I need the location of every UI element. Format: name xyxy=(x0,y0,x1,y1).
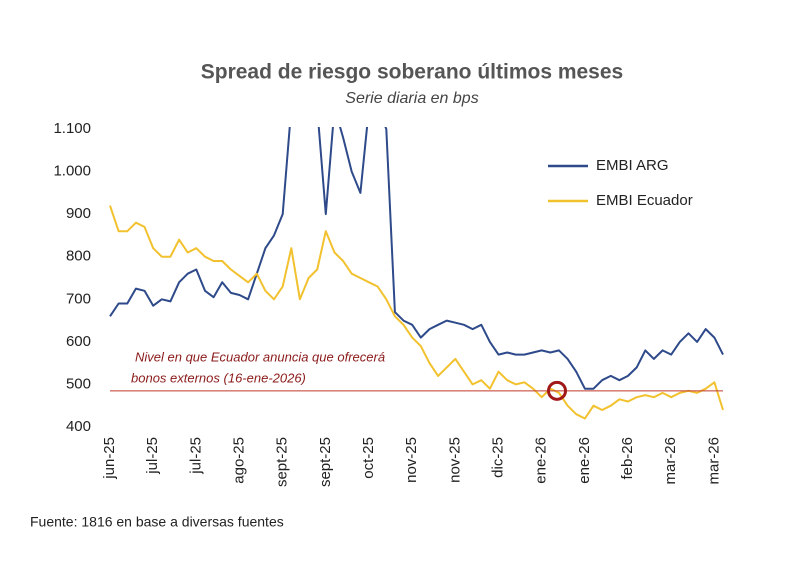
chart-subtitle: Serie diaria en bps xyxy=(345,90,478,107)
x-tick-label: ene-26 xyxy=(533,437,550,484)
source-note: Fuente: 1816 en base a diversas fuentes xyxy=(30,514,284,530)
legend-label: EMBI Ecuador xyxy=(596,192,693,209)
plot-area xyxy=(109,127,724,420)
series-line xyxy=(109,205,724,420)
x-tick-label: nov-25 xyxy=(403,437,420,483)
x-tick-label: jul-25 xyxy=(187,437,204,475)
y-tick-label: 500 xyxy=(66,375,91,392)
reference-label: Nivel en que Ecuador anuncia que ofrecer… xyxy=(135,349,385,364)
x-tick-label: feb-26 xyxy=(619,437,636,480)
reference-marker xyxy=(547,380,567,401)
x-tick-label: oct-25 xyxy=(360,437,377,479)
x-tick-label: dic-25 xyxy=(489,437,506,478)
x-tick-label: mar-26 xyxy=(705,437,722,485)
y-tick-label: 400 xyxy=(66,418,91,435)
y-tick-label: 700 xyxy=(66,290,91,307)
x-tick-label: nov-25 xyxy=(446,437,463,483)
reference-label: bonos externos (16-ene-2026) xyxy=(131,370,306,385)
x-tick-label: ago-25 xyxy=(230,437,247,484)
chart-title: Spread de riesgo soberano últimos meses xyxy=(201,61,623,84)
x-tick-label: ene-26 xyxy=(576,437,593,484)
x-tick-label: mar-26 xyxy=(662,437,679,485)
y-tick-label: 1.100 xyxy=(53,120,91,137)
x-tick-label: jun-25 xyxy=(101,437,118,480)
series-line xyxy=(109,127,724,390)
legend-label: EMBI ARG xyxy=(596,157,669,174)
x-tick-label: sept-25 xyxy=(317,437,334,487)
y-tick-label: 900 xyxy=(66,205,91,222)
x-tick-label: sept-25 xyxy=(274,437,291,487)
x-tick-label: jul-25 xyxy=(144,437,161,475)
y-tick-label: 600 xyxy=(66,333,91,350)
y-tick-label: 1.000 xyxy=(53,163,91,180)
y-tick-label: 800 xyxy=(66,248,91,265)
